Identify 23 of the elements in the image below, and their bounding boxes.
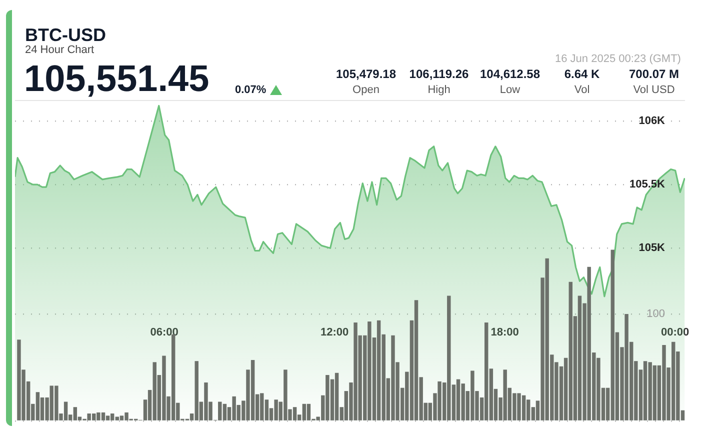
x-tick-label: 06:00 [150, 326, 178, 339]
text: 104,612.58 [480, 67, 540, 81]
text: Vol [573, 84, 591, 96]
text: 106,119.26 [409, 67, 469, 81]
text: 105,479.18 [334, 67, 398, 81]
x-tick-label: 18:00 [490, 326, 519, 339]
x-tick-label: 12:00 [320, 326, 349, 339]
text: 16 Jun 2025 00:23 (GMT) [554, 53, 682, 65]
y-tick-label: 106K [638, 115, 666, 128]
chart-title: BTC-USD [25, 25, 106, 45]
text: 105,551.45 [24, 58, 210, 100]
text: Low [498, 84, 522, 96]
text: Vol USD [632, 84, 676, 96]
text: High [426, 84, 452, 96]
bar [106, 416, 110, 420]
x-tick-label: 00:00 [660, 326, 690, 339]
y-tick-label: 105K [638, 242, 666, 254]
y2-tick-label: 100 [646, 308, 665, 320]
text: 6.64 K [564, 67, 600, 81]
text: 700.07 M [628, 67, 680, 81]
text: 0.07% [235, 84, 266, 96]
text: Open [352, 84, 380, 96]
chart-subtitle: 24 Hour Chart [25, 44, 94, 56]
